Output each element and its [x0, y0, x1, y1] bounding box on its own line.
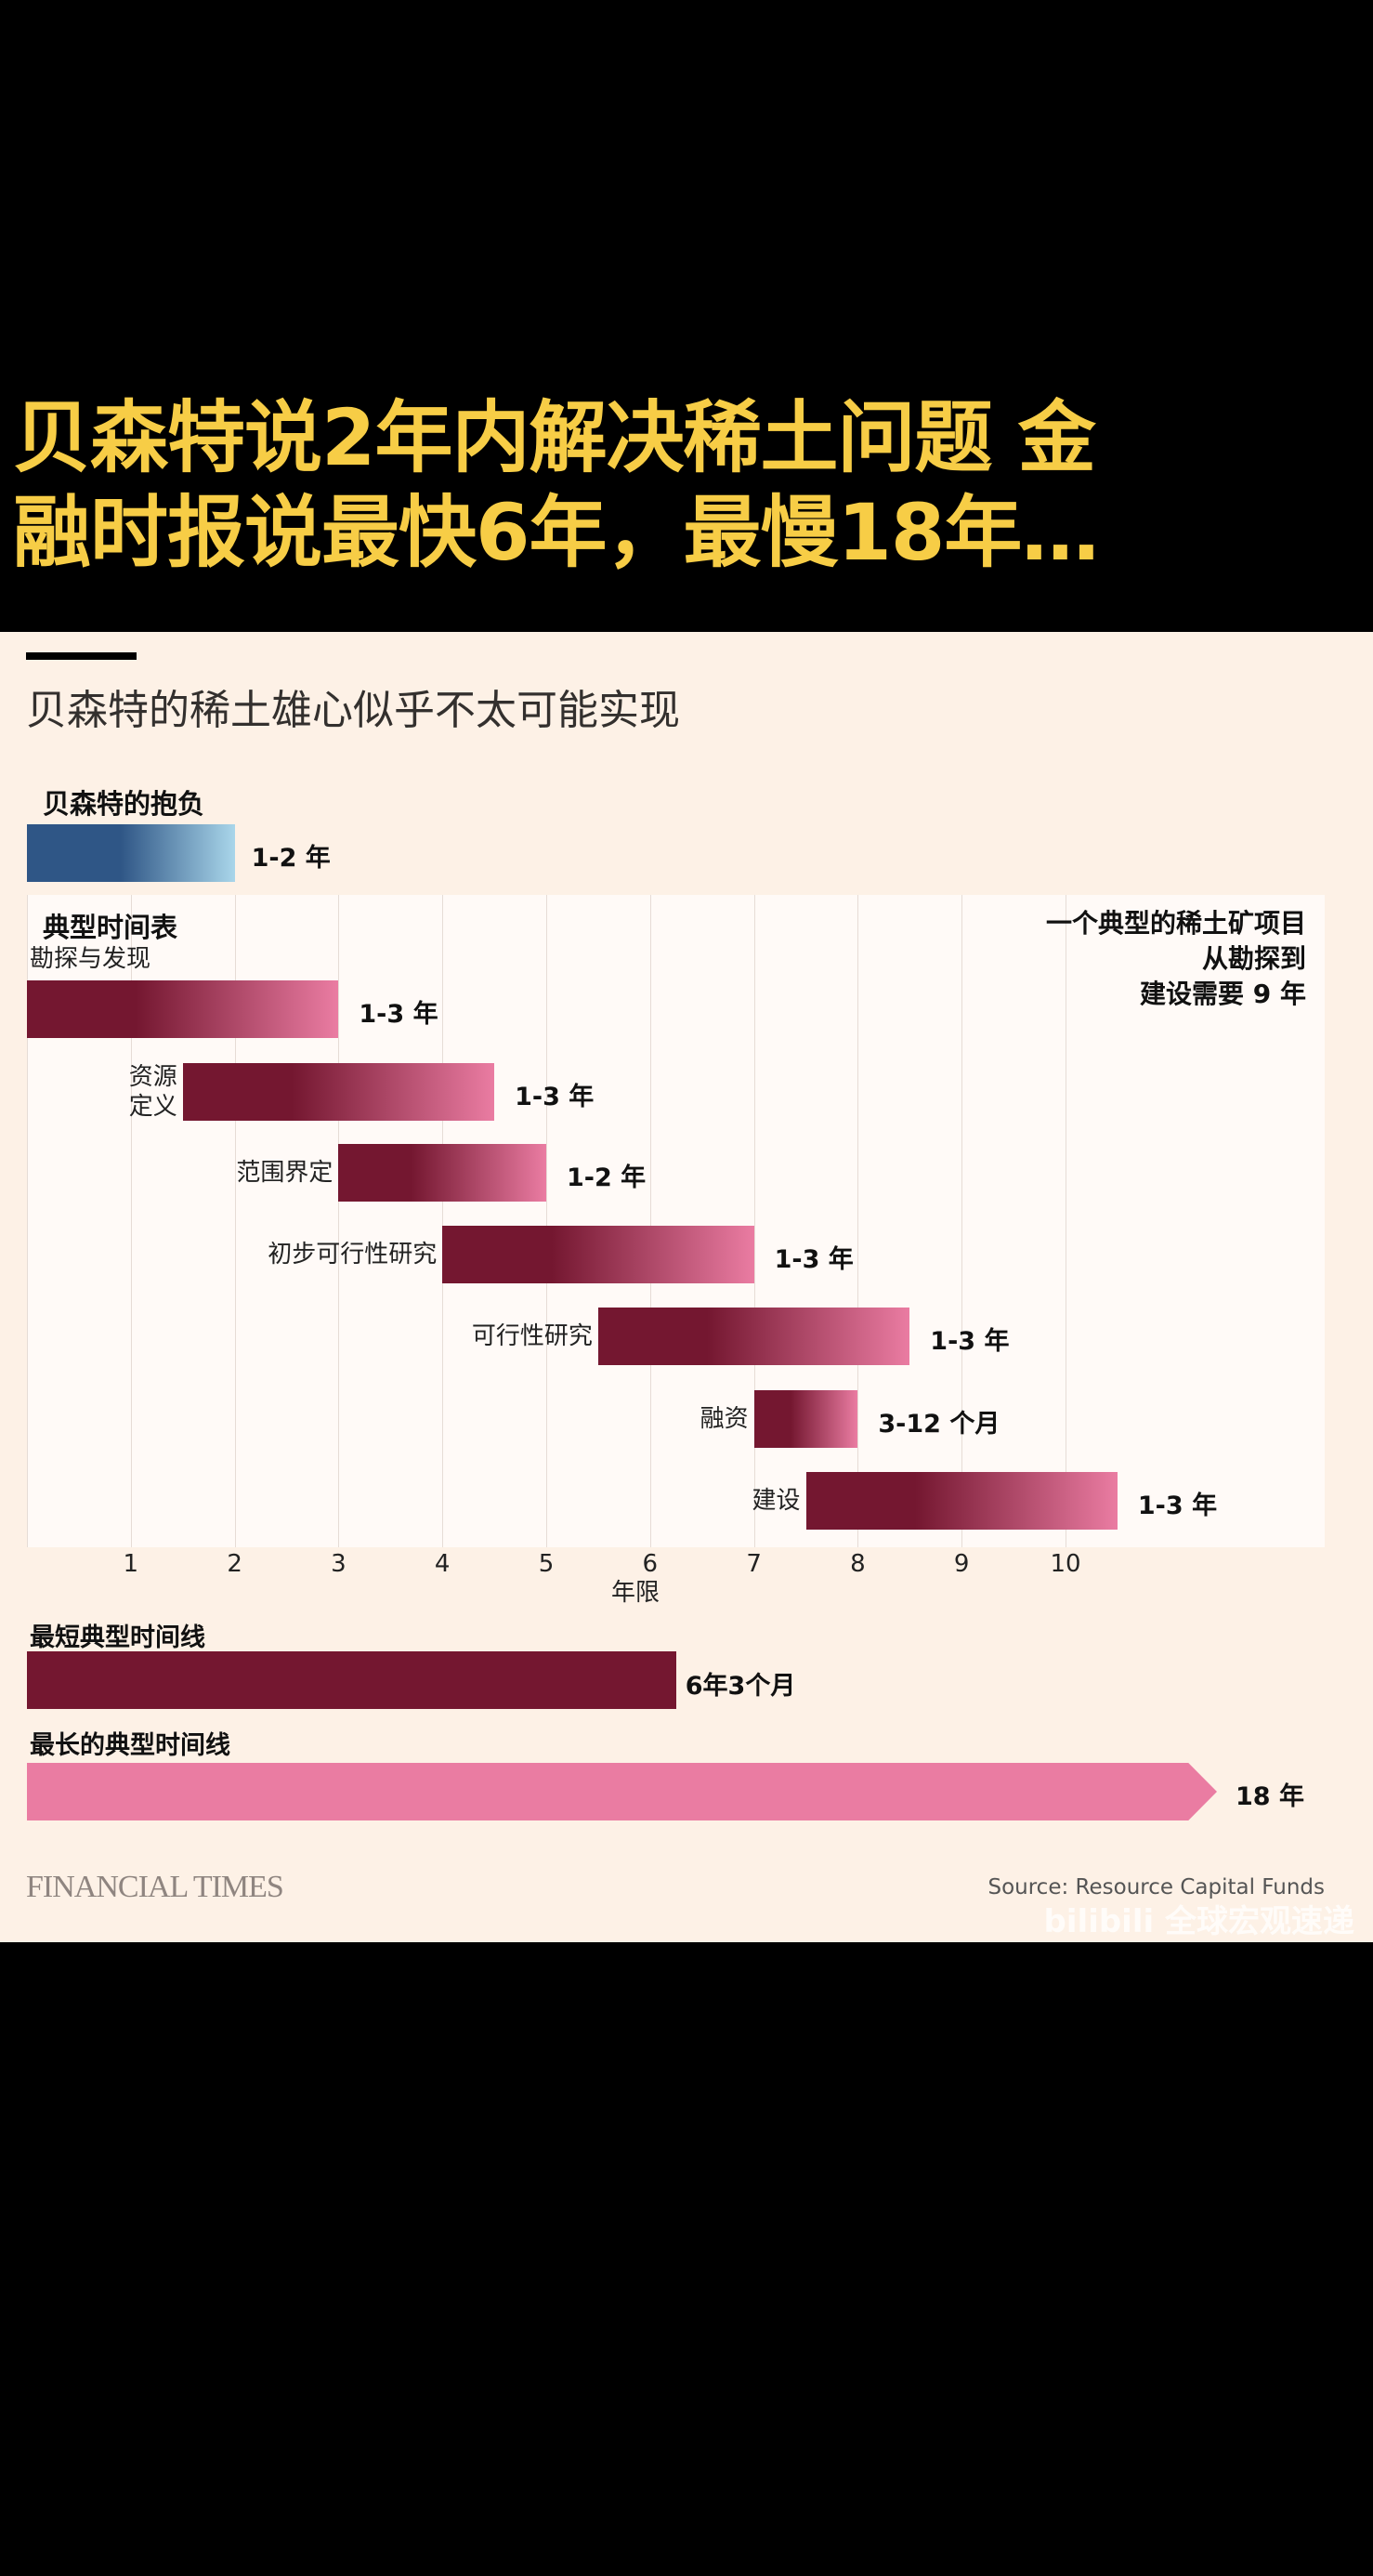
note-line: 建设需要 9 年	[1140, 979, 1306, 1009]
x-tick-label: 7	[746, 1550, 762, 1578]
x-tick-label: 4	[434, 1550, 451, 1578]
phase-name-label: 范围界定	[236, 1158, 333, 1188]
headline-line-1: 贝森特说2年内解决稀土问题 金	[13, 392, 1096, 483]
typical-note: 一个典型的稀土矿项目 从勘探到 建设需要 9 年	[1046, 906, 1306, 1012]
phase-value-label: 1-3 年	[515, 1083, 595, 1111]
source-note: Source: Resource Capital Funds	[987, 1875, 1325, 1899]
phase-name-label: 建设	[752, 1486, 800, 1516]
ambition-heading: 贝森特的抱负	[43, 788, 205, 820]
phase-value-label: 1-2 年	[567, 1163, 647, 1192]
shortest-label: 6年3个月	[685, 1672, 796, 1701]
ambition-label: 1-2 年	[251, 844, 331, 873]
x-tick-label: 9	[953, 1550, 970, 1578]
phase-name-line: 初步可行性研究	[268, 1241, 438, 1268]
x-tick-label: 10	[1050, 1550, 1081, 1578]
phase-value-label: 1-3 年	[359, 1000, 438, 1029]
ft-logo: FINANCIAL TIMES	[26, 1870, 284, 1904]
x-tick-label: 1	[123, 1550, 139, 1578]
x-tick-label: 2	[227, 1550, 242, 1578]
phase-name-line: 建设	[752, 1487, 801, 1515]
typical-heading: 典型时间表	[43, 912, 178, 943]
phase-name-label: 勘探与发现	[30, 945, 151, 973]
gridline	[27, 895, 28, 1547]
x-tick-label: 5	[538, 1550, 555, 1578]
watermark: bilibili 全球宏观速递	[1043, 1903, 1354, 1940]
gridline	[753, 895, 755, 1547]
phase-name-label: 可行性研究	[472, 1321, 593, 1351]
gridline	[857, 895, 859, 1547]
gridline	[130, 895, 132, 1547]
phase-name-line: 范围界定	[236, 1159, 333, 1187]
phase-bar	[805, 1472, 1118, 1530]
gridline	[649, 895, 651, 1547]
gridline	[961, 895, 963, 1547]
phase-bar	[597, 1308, 910, 1365]
phase-name-line: 资源	[128, 1063, 177, 1091]
headline: 贝森特说2年内解决稀土问题 金 融时报说最快6年，最慢18年…	[13, 390, 1099, 580]
x-axis-label: 年限	[611, 1579, 660, 1607]
phase-value-label: 1-3 年	[930, 1327, 1010, 1356]
phase-bar	[182, 1063, 495, 1121]
phase-bar	[442, 1226, 754, 1283]
gridline	[442, 895, 444, 1547]
phase-name-line: 定义	[128, 1093, 177, 1121]
x-tick-label: 3	[331, 1550, 347, 1578]
phase-name-label: 初步可行性研究	[268, 1240, 437, 1269]
chart-title: 贝森特的稀土雄心似乎不太可能实现	[26, 687, 680, 734]
note-line: 从勘探到	[1201, 943, 1306, 974]
gridline	[234, 895, 236, 1547]
phase-value-label: 3-12 个月	[878, 1410, 1000, 1439]
shortest-heading: 最短典型时间线	[30, 1623, 205, 1652]
longest-label: 18 年	[1236, 1782, 1304, 1811]
phase-name-line: 可行性研究	[471, 1322, 593, 1350]
phase-bar	[27, 980, 339, 1038]
phase-name-label: 融资	[700, 1404, 749, 1434]
phase-name-label: 资源 定义	[129, 1062, 177, 1122]
headline-line-2: 融时报说最快6年，最慢18年…	[13, 487, 1099, 578]
phase-value-label: 1-3 年	[1137, 1492, 1218, 1520]
x-tick-label: 8	[850, 1550, 866, 1578]
longest-heading: 最长的典型时间线	[30, 1731, 230, 1760]
longest-bar	[27, 1763, 1217, 1820]
gridline	[338, 895, 340, 1547]
phase-bar	[753, 1390, 858, 1448]
phase-name-line: 融资	[700, 1405, 749, 1433]
x-tick-label: 6	[642, 1550, 659, 1578]
ft-accent-bar	[26, 652, 137, 660]
gridline	[546, 895, 547, 1547]
note-line: 一个典型的稀土矿项目	[1045, 908, 1306, 939]
ambition-bar	[27, 824, 235, 882]
phase-value-label: 1-3 年	[774, 1245, 854, 1274]
phase-bar	[338, 1144, 546, 1202]
shortest-bar	[27, 1651, 676, 1709]
